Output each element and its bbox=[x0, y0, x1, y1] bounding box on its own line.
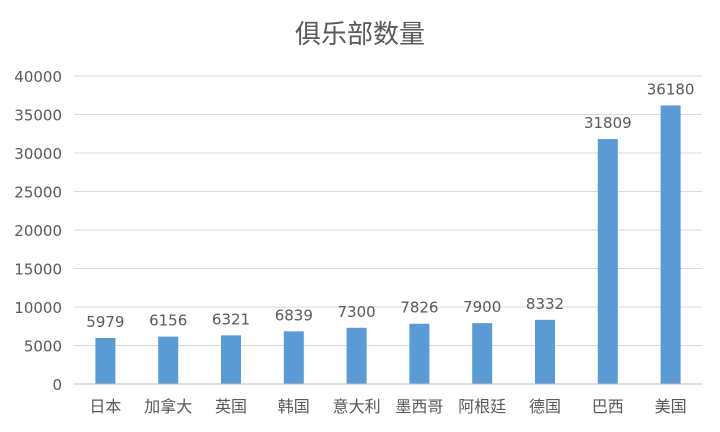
data-label: 5979 bbox=[86, 313, 124, 331]
bar bbox=[158, 336, 179, 384]
y-tick-label: 35000 bbox=[14, 107, 62, 125]
chart-title: 俱乐部数量 bbox=[294, 20, 425, 50]
label-layer: 5979 6156 6321 6839 7300 7826 7900 8332 31809 361… bbox=[86, 80, 694, 331]
x-tick-label: 德国 bbox=[529, 397, 561, 416]
y-tick-label: 5000 bbox=[24, 338, 62, 356]
bar bbox=[472, 323, 493, 384]
data-label: 6839 bbox=[275, 306, 313, 324]
bar bbox=[660, 105, 681, 384]
data-label: 8332 bbox=[526, 295, 564, 313]
grid-layer bbox=[74, 75, 702, 346]
bar-layer bbox=[95, 105, 681, 384]
x-tick-label: 意大利 bbox=[333, 397, 381, 416]
y-tick-label: 0 bbox=[52, 376, 62, 394]
x-tick-label: 阿根廷 bbox=[458, 397, 506, 416]
data-label: 7300 bbox=[338, 303, 376, 321]
y-tick-label: 40000 bbox=[14, 68, 62, 86]
y-tick-label: 30000 bbox=[14, 145, 62, 163]
y-tick-label: 15000 bbox=[14, 261, 62, 279]
bar bbox=[95, 337, 116, 384]
bar bbox=[346, 327, 367, 384]
data-label: 7900 bbox=[463, 298, 501, 316]
y-tick-label: 10000 bbox=[14, 299, 62, 317]
x-tick-label: 巴西 bbox=[592, 397, 624, 416]
data-label: 36180 bbox=[647, 80, 695, 98]
bar bbox=[597, 139, 618, 384]
y-tick-label: 25000 bbox=[14, 184, 62, 202]
data-label: 7826 bbox=[400, 299, 438, 317]
x-tick-label: 韩国 bbox=[278, 397, 310, 416]
axis-layer: 0 5000 10000 15000 20000 25000 30000 35000 40000… bbox=[14, 68, 702, 416]
bar bbox=[221, 335, 241, 384]
data-label: 31809 bbox=[584, 114, 632, 132]
x-tick-label: 英国 bbox=[215, 397, 247, 416]
y-tick-label: 20000 bbox=[14, 222, 62, 240]
x-tick-label: 加拿大 bbox=[144, 397, 192, 416]
bar bbox=[535, 319, 555, 384]
bar bbox=[283, 331, 304, 384]
data-label: 6321 bbox=[212, 310, 250, 328]
bar bbox=[409, 323, 430, 384]
x-tick-label: 美国 bbox=[655, 397, 687, 416]
x-tick-label: 日本 bbox=[89, 397, 121, 416]
x-tick-label: 墨西哥 bbox=[395, 397, 443, 416]
data-label: 6156 bbox=[149, 312, 187, 330]
